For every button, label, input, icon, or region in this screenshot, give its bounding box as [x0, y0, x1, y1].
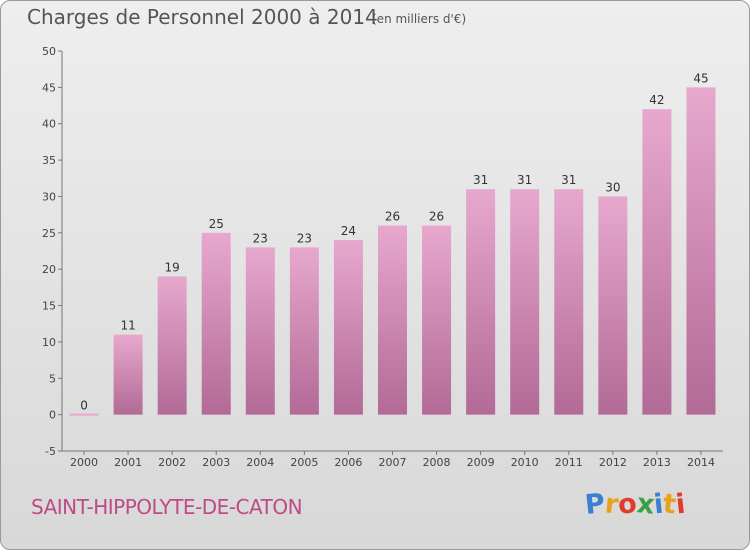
value-label: 26: [429, 210, 444, 224]
value-label: 26: [385, 210, 400, 224]
value-label: 31: [473, 173, 488, 187]
bar-2012: [598, 196, 628, 415]
y-tick-label: 20: [42, 263, 56, 276]
value-label: 11: [120, 319, 135, 333]
x-tick-label: 2005: [290, 456, 318, 469]
value-label: 31: [517, 173, 532, 187]
bar-2004: [245, 247, 275, 415]
chart-title: Charges de Personnel 2000 à 2014: [27, 5, 378, 29]
proxiti-logo: Proxiti: [583, 488, 688, 521]
x-tick-label: 2004: [246, 456, 274, 469]
bar-2007: [378, 225, 407, 415]
x-tick-label: 2013: [643, 456, 671, 469]
x-tick-label: 2012: [599, 456, 627, 469]
bar-2014: [686, 87, 716, 415]
logo-letter: i: [674, 488, 688, 521]
x-tick-label: 2010: [511, 456, 539, 469]
value-label: 23: [253, 231, 268, 245]
bar-2001: [113, 334, 143, 415]
x-tick-label: 2014: [687, 456, 715, 469]
x-tick-label: 2000: [70, 456, 98, 469]
value-label: 42: [649, 93, 664, 107]
x-tick-label: 2006: [334, 456, 362, 469]
value-label: 24: [341, 224, 356, 238]
bar-2002: [157, 276, 187, 415]
x-tick-label: 2002: [158, 456, 186, 469]
bar-2006: [333, 240, 363, 415]
value-label: 0: [80, 399, 88, 413]
x-tick-label: 2007: [379, 456, 407, 469]
y-tick-label: 50: [42, 45, 56, 58]
bar-2005: [289, 247, 319, 415]
chart-subtitle: (en milliers d'€): [372, 12, 467, 26]
value-label: 31: [561, 173, 576, 187]
y-tick-label: -5: [45, 445, 56, 458]
y-tick-label: 5: [49, 372, 56, 385]
y-tick-label: 10: [42, 336, 56, 349]
value-label: 25: [209, 217, 224, 231]
y-tick-label: 30: [42, 190, 56, 203]
y-tick-label: 40: [42, 118, 56, 131]
x-tick-label: 2008: [423, 456, 451, 469]
x-tick-label: 2009: [467, 456, 495, 469]
y-tick-label: 0: [49, 409, 56, 422]
value-label: 30: [605, 180, 620, 194]
bar-2009: [466, 189, 496, 415]
value-label: 19: [165, 260, 180, 274]
value-label: 45: [693, 71, 708, 85]
x-tick-label: 2011: [555, 456, 583, 469]
bar-2008: [422, 225, 452, 415]
y-tick-label: 45: [42, 81, 56, 94]
bar-2013: [642, 109, 672, 415]
y-tick-label: 15: [42, 300, 56, 313]
value-label: 23: [297, 231, 312, 245]
bar-2011: [554, 189, 584, 415]
bar-2000: [69, 413, 99, 416]
x-tick-label: 2001: [114, 456, 142, 469]
commune-name: SAINT-HIPPOLYTE-DE-CATON: [31, 495, 303, 519]
y-tick-label: 25: [42, 227, 56, 240]
bar-2003: [201, 232, 231, 415]
y-tick-label: 35: [42, 154, 56, 167]
x-tick-label: 2003: [202, 456, 230, 469]
bar-2010: [510, 189, 540, 415]
